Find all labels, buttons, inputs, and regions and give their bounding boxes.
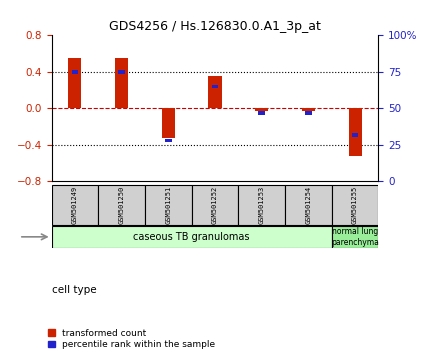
Bar xyxy=(118,70,125,74)
Text: GSM501250: GSM501250 xyxy=(119,185,125,224)
Text: GSM501252: GSM501252 xyxy=(212,185,218,224)
Bar xyxy=(258,111,265,115)
Bar xyxy=(238,185,285,224)
Bar xyxy=(255,108,268,111)
Bar xyxy=(68,58,81,108)
Bar xyxy=(209,76,221,108)
Bar xyxy=(302,108,315,111)
Text: GSM501254: GSM501254 xyxy=(305,185,311,224)
Bar xyxy=(165,139,172,142)
Bar xyxy=(115,58,128,108)
Text: caseous TB granulomas: caseous TB granulomas xyxy=(133,232,250,242)
Bar xyxy=(145,185,192,224)
Bar xyxy=(98,185,145,224)
Text: normal lung
parenchyma: normal lung parenchyma xyxy=(331,227,379,246)
Bar xyxy=(72,70,78,74)
Text: GSM501253: GSM501253 xyxy=(259,185,265,224)
Bar xyxy=(285,185,332,224)
Bar xyxy=(305,111,312,115)
Title: GDS4256 / Hs.126830.0.A1_3p_at: GDS4256 / Hs.126830.0.A1_3p_at xyxy=(109,20,321,33)
Bar xyxy=(332,185,378,224)
Bar xyxy=(332,226,378,248)
Bar xyxy=(349,108,362,156)
Text: GSM501249: GSM501249 xyxy=(72,185,78,224)
Bar xyxy=(52,226,332,248)
Legend: transformed count, percentile rank within the sample: transformed count, percentile rank withi… xyxy=(47,329,215,349)
Bar xyxy=(162,108,175,138)
Bar xyxy=(212,85,218,88)
Text: cell type: cell type xyxy=(52,285,96,295)
Bar xyxy=(192,185,238,224)
Text: GSM501251: GSM501251 xyxy=(165,185,171,224)
Bar xyxy=(352,133,358,137)
Bar xyxy=(52,185,98,224)
Text: GSM501255: GSM501255 xyxy=(352,185,358,224)
